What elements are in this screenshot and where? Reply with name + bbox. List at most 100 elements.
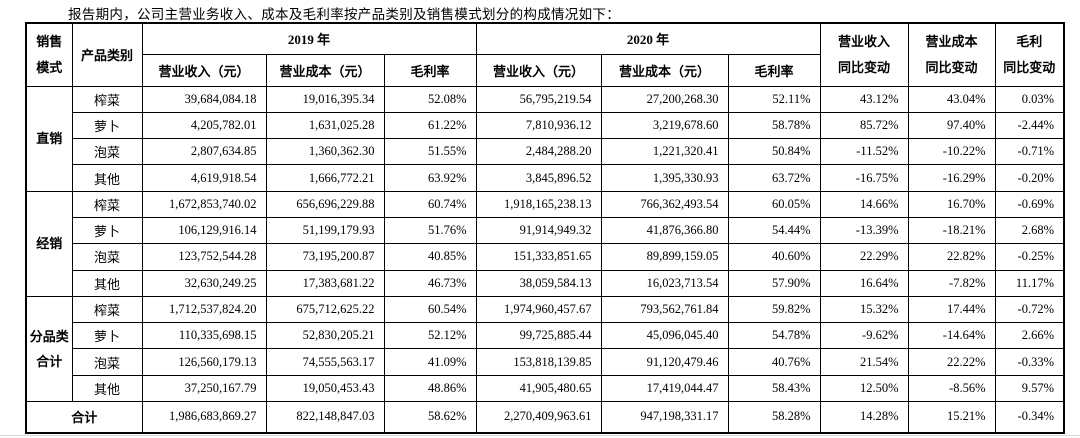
- table-row: 分品类 合计 榨菜 1,712,537,824.20 675,712,625.2…: [25, 295, 1065, 403]
- group-total: 合计 1,986,683,869.27 822,148,847.03 58.62…: [25, 401, 1065, 434]
- cell-cost-2020: 45,096,045.40: [600, 322, 729, 350]
- cell-cost-2020: 1,395,330.93: [600, 164, 729, 192]
- group-direct-sales: 直销 榨菜 39,684,084.18 19,016,395.34 52.08%…: [25, 85, 1065, 192]
- cell-margin-2020: 40.60%: [727, 243, 821, 271]
- cell-revenue-2020: 41,905,480.65: [475, 374, 602, 403]
- cell-cost-2019: 17,383,681.22: [265, 269, 385, 297]
- cell-category: 泡菜: [71, 243, 143, 271]
- cell-revenue-yoy: 43.12%: [819, 85, 909, 113]
- cell-revenue-yoy: -11.52%: [819, 138, 909, 166]
- cell-cost-2020: 16,023,713.54: [600, 269, 729, 297]
- header-row-2: 营业收入（元） 营业成本（元） 毛利率 营业收入（元） 营业成本（元） 毛利率: [26, 53, 1064, 87]
- cell-margin-2020: 54.78%: [727, 322, 821, 350]
- table-row: 其他 37,250,167.79 19,050,453.43 48.86% 41…: [26, 374, 1065, 403]
- group-distribution: 经销 榨菜 1,672,853,740.02 656,696,229.88 60…: [25, 190, 1065, 297]
- cell-cost-yoy: 97.40%: [907, 111, 996, 140]
- cell-cost-yoy: 22.82%: [907, 243, 996, 271]
- cell-revenue-2019: 123,752,544.28: [141, 243, 267, 271]
- header-revenue-2019: 营业收入（元）: [141, 53, 267, 87]
- cell-revenue-2020: 38,059,584.13: [475, 269, 602, 297]
- cell-margin-yoy: -0.33%: [994, 348, 1065, 376]
- cell-margin-2020: 40.76%: [727, 348, 821, 376]
- cell-revenue-2020: 2,270,409,963.61: [475, 401, 602, 434]
- header-sales-mode: 销售 模式: [25, 22, 73, 87]
- cell-margin-yoy: -0.25%: [994, 243, 1065, 271]
- cell-cost-2020: 947,198,331.17: [600, 401, 729, 434]
- table-row: 其他 32,630,249.25 17,383,681.22 46.73% 38…: [26, 269, 1065, 297]
- cell-revenue-2019: 1,672,853,740.02: [141, 190, 267, 218]
- cell-cost-2020: 17,419,044.47: [600, 374, 729, 403]
- cell-revenue-yoy: 21.54%: [819, 348, 909, 376]
- cell-margin-yoy: -0.72%: [994, 295, 1065, 324]
- cell-revenue-2020: 153,818,139.85: [475, 348, 602, 376]
- cell-revenue-2019: 4,205,782.01: [141, 111, 267, 140]
- cell-revenue-2020: 2,484,288.20: [475, 138, 602, 166]
- cell-margin-2020: 52.11%: [727, 85, 821, 113]
- cell-revenue-yoy: 14.66%: [819, 190, 909, 218]
- cell-margin-2020: 58.78%: [727, 111, 821, 140]
- cell-revenue-2019: 126,560,179.13: [141, 348, 267, 376]
- cell-margin-2019: 51.76%: [383, 216, 477, 245]
- cell-cost-2020: 793,562,761.84: [600, 295, 729, 324]
- cell-margin-2020: 58.43%: [727, 374, 821, 403]
- cell-category: 泡菜: [71, 138, 143, 166]
- table-row: 泡菜 2,807,634.85 1,360,362.30 51.55% 2,48…: [26, 138, 1065, 166]
- cell-cost-2019: 51,199,179.93: [265, 216, 385, 245]
- cell-revenue-2019: 110,335,698.15: [141, 322, 267, 350]
- cell-margin-yoy: -0.20%: [994, 164, 1065, 192]
- cell-category: 泡菜: [71, 348, 143, 376]
- table-row: 其他 4,619,918.54 1,666,772.21 63.92% 3,84…: [26, 164, 1065, 192]
- cell-margin-2020: 58.28%: [727, 401, 821, 434]
- cell-cost-2019: 52,830,205.21: [265, 322, 385, 350]
- cell-revenue-2020: 3,845,896.52: [475, 164, 602, 192]
- cell-margin-2019: 58.62%: [383, 401, 477, 434]
- cell-revenue-2020: 7,810,936.12: [475, 111, 602, 140]
- cell-margin-2020: 57.90%: [727, 269, 821, 297]
- cell-revenue-2019: 39,684,084.18: [141, 85, 267, 113]
- cell-sales-mode: 分品类 合计: [25, 295, 73, 403]
- cell-margin-2020: 63.72%: [727, 164, 821, 192]
- table-row: 萝卜 4,205,782.01 1,631,025.28 61.22% 7,81…: [26, 111, 1065, 140]
- cell-cost-2019: 822,148,847.03: [265, 401, 385, 434]
- cell-margin-2019: 60.74%: [383, 190, 477, 218]
- section-intro-text: 报告期内，公司主营业务收入、成本及毛利率按产品类别及销售模式划分的构成情况如下：: [68, 7, 620, 22]
- cell-revenue-yoy: 22.29%: [819, 243, 909, 271]
- cell-revenue-2019: 1,986,683,869.27: [141, 401, 267, 434]
- cell-revenue-yoy: 12.50%: [819, 374, 909, 403]
- cell-cost-yoy: -7.82%: [907, 269, 996, 297]
- cell-margin-2019: 48.86%: [383, 374, 477, 403]
- header-margin-yoy: 毛利 同比变动: [994, 22, 1065, 87]
- cell-cost-2019: 675,712,625.22: [265, 295, 385, 324]
- cell-margin-2019: 51.55%: [383, 138, 477, 166]
- cell-margin-yoy: 2.68%: [994, 216, 1065, 245]
- table-row: 泡菜 123,752,544.28 73,195,200.87 40.85% 1…: [26, 243, 1065, 271]
- cell-cost-2020: 3,219,678.60: [600, 111, 729, 140]
- cell-revenue-2019: 32,630,249.25: [141, 269, 267, 297]
- page-bottom-divider: [0, 435, 1080, 436]
- header-year-2020: 2020 年: [475, 22, 821, 55]
- cell-revenue-yoy: -16.75%: [819, 164, 909, 192]
- cell-cost-yoy: -10.22%: [907, 138, 996, 166]
- header-revenue-yoy: 营业收入 同比变动: [819, 22, 909, 87]
- cell-revenue-2020: 151,333,851.65: [475, 243, 602, 271]
- header-cost-2019: 营业成本（元）: [265, 53, 385, 87]
- table-row: 泡菜 126,560,179.13 74,555,563.17 41.09% 1…: [26, 348, 1065, 376]
- group-category-subtotal: 分品类 合计 榨菜 1,712,537,824.20 675,712,625.2…: [25, 295, 1065, 403]
- cell-revenue-yoy: 15.32%: [819, 295, 909, 324]
- cell-category: 榨菜: [71, 85, 143, 113]
- cell-margin-2019: 60.54%: [383, 295, 477, 324]
- cell-category: 萝卜: [71, 322, 143, 350]
- cell-cost-2019: 1,666,772.21: [265, 164, 385, 192]
- cell-margin-2020: 50.84%: [727, 138, 821, 166]
- cell-cost-yoy: -8.56%: [907, 374, 996, 403]
- cell-cost-yoy: -16.29%: [907, 164, 996, 192]
- cell-cost-2020: 89,899,159.05: [600, 243, 729, 271]
- table-row: 直销 榨菜 39,684,084.18 19,016,395.34 52.08%…: [25, 85, 1065, 192]
- table-row: 经销 榨菜 1,672,853,740.02 656,696,229.88 60…: [25, 190, 1065, 297]
- cell-revenue-2020: 99,725,885.44: [475, 322, 602, 350]
- cell-margin-yoy: 2.66%: [994, 322, 1065, 350]
- cell-category: 萝卜: [71, 216, 143, 245]
- cell-revenue-2019: 1,712,537,824.20: [141, 295, 267, 324]
- header-revenue-2020: 营业收入（元）: [475, 53, 602, 87]
